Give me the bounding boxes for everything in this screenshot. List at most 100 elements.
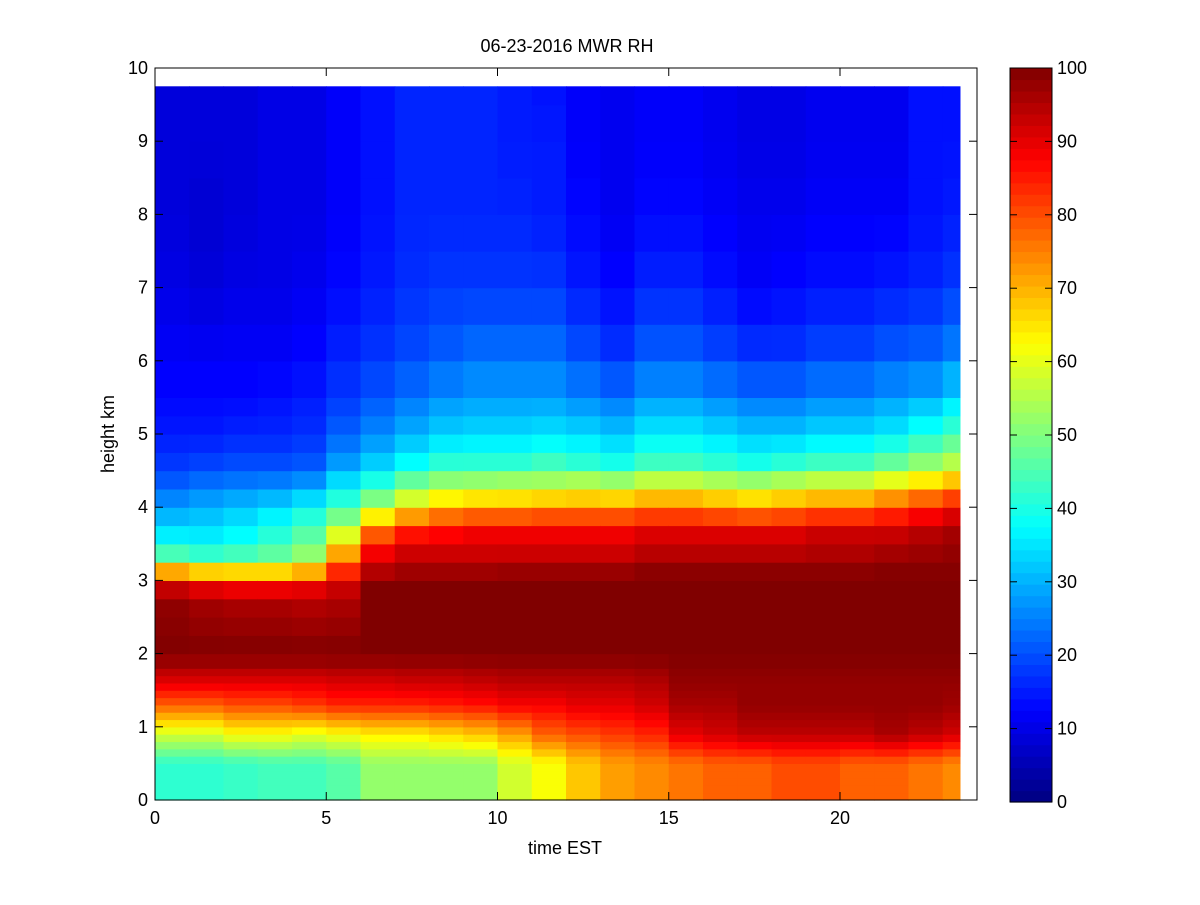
heatmap-cell [634,741,670,750]
colorbar-swatch [1010,687,1052,700]
heatmap-cell [326,785,362,794]
heatmap-cell [908,675,944,684]
heatmap-cell [805,704,841,713]
heatmap-cell [703,287,738,325]
heatmap-cell [223,748,259,757]
heatmap-cell [326,287,362,325]
colorbar-swatch [1010,515,1052,528]
heatmap-cell [257,324,293,362]
heatmap-cell [292,617,327,636]
y-tick-label: 3 [138,570,148,590]
heatmap-cell [840,488,875,508]
heatmap-cell [360,287,396,325]
heatmap-cell [634,507,670,527]
heatmap-cell [360,653,396,669]
heatmap-cell [771,470,807,490]
heatmap-cell [360,360,396,398]
heatmap-cell [531,712,567,721]
heatmap-cell [292,562,327,581]
heatmap-cell [942,741,961,750]
heatmap-cell [360,470,396,490]
heatmap-cell [771,785,807,794]
heatmap-cell [771,86,807,106]
heatmap-cell [771,488,807,508]
heatmap-cell [463,434,499,453]
colorbar-swatch [1010,779,1052,792]
heatmap-cell [223,690,259,699]
heatmap-cell [497,763,533,772]
heatmap-cell [703,251,738,289]
heatmap-cell [326,682,362,691]
heatmap-cell [531,251,567,289]
heatmap-cell [840,415,875,435]
heatmap-cell [531,287,567,325]
heatmap-cell [360,756,396,764]
heatmap-cell [908,177,944,215]
heatmap-cell [874,507,910,527]
heatmap-cell [223,543,259,563]
heatmap-cell [600,287,636,325]
heatmap-cell [463,770,499,779]
heatmap-cell [942,719,961,728]
heatmap-cell [155,434,190,453]
heatmap-cell [566,86,601,106]
heatmap-cell [737,507,773,527]
heatmap-cell [257,668,293,677]
heatmap-cell [223,562,259,581]
heatmap-cell [805,741,841,750]
heatmap-cell [463,792,499,801]
heatmap-cell [634,543,670,563]
heatmap-cell [531,562,567,581]
heatmap-cell [634,635,670,655]
heatmap-cell [908,470,944,490]
heatmap-cell [703,525,738,545]
heatmap-cell [600,104,636,142]
heatmap-cell [326,748,362,757]
heatmap-cell [840,719,875,728]
heatmap-cell [566,756,601,764]
heatmap-cell [155,653,190,669]
heatmap-cell [634,617,670,636]
heatmap-cell [257,697,293,706]
heatmap-cell [840,712,875,721]
heatmap-cell [908,507,944,527]
heatmap-cell [737,397,773,417]
heatmap-cell [874,177,910,215]
colorbar-swatch [1010,641,1052,654]
heatmap-cell [531,415,567,435]
heatmap-cell [908,726,944,735]
heatmap-cell [497,104,533,142]
heatmap-cell [189,214,225,252]
heatmap-cell [429,507,464,527]
heatmap-cell [566,763,601,772]
heatmap-cell [566,690,601,699]
heatmap-cell [703,741,738,750]
heatmap-cell [771,141,807,179]
colorbar-swatch [1010,423,1052,436]
heatmap-cell [942,726,961,735]
heatmap-cell [531,668,567,677]
heatmap-cell [292,287,327,325]
heatmap-cell [531,697,567,706]
heatmap-cell [771,697,807,706]
heatmap-cell [703,580,738,600]
heatmap-cell [429,682,464,691]
heatmap-cell [737,778,773,786]
heatmap-cell [668,697,704,706]
heatmap-cell [805,734,841,743]
heatmap-cell [531,543,567,563]
heatmap-cell [257,792,293,801]
heatmap-cell [155,86,190,106]
heatmap-cell [805,324,841,362]
heatmap-cell [360,734,396,743]
heatmap-cell [429,434,464,453]
heatmap-cell [634,598,670,618]
y-tick-label: 5 [138,424,148,444]
heatmap-cell [737,635,773,655]
heatmap-cell [771,324,807,362]
heatmap-cell [292,653,327,669]
colorbar-swatch [1010,194,1052,207]
heatmap-cell [737,470,773,490]
heatmap-cell [737,770,773,779]
